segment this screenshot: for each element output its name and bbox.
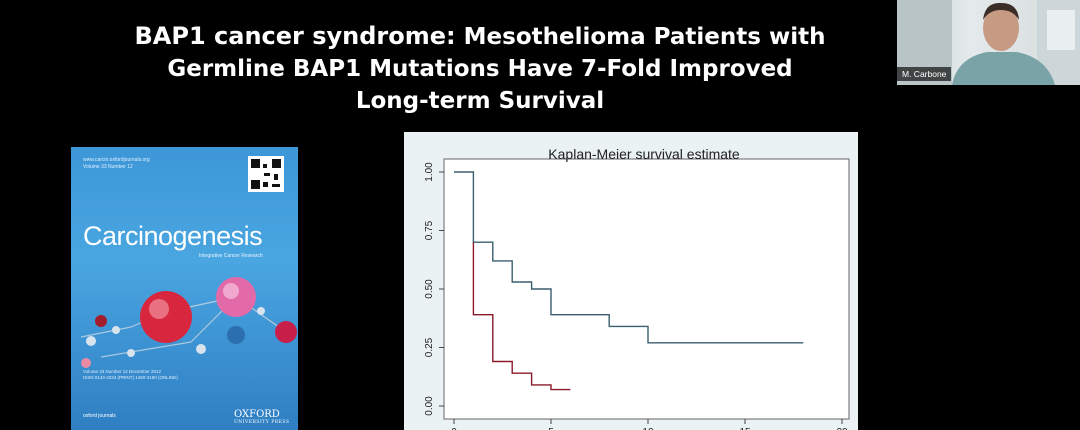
- title-line-3: Long-term Survival: [355, 88, 605, 114]
- km-chart: Kaplan-Meier survival estimate 0.00 0.25 0…: [424, 146, 850, 430]
- webcam-tile[interactable]: M. Carbone: [897, 0, 1080, 85]
- publisher-name: OXFORD: [234, 409, 280, 420]
- x-tick-label: 0: [451, 427, 457, 430]
- plot-area: [443, 158, 850, 420]
- qr-code-icon: [248, 156, 284, 192]
- journal-cover: www.carcin.oxfordjournals.org Volume 33 …: [71, 147, 298, 430]
- cover-issue-2: ISSN 0143-3334 (PRINT) 1460-2180 (ONLINE…: [83, 375, 178, 380]
- publisher-sub: UNIVERSITY PRESS: [234, 420, 290, 425]
- cover-header-text: www.carcin.oxfordjournals.org Volume 33 …: [83, 157, 150, 171]
- km-chart-panel: Kaplan-Meier survival estimate 0.00 0.25 0…: [404, 132, 858, 430]
- cover-issue-1: Volume 33 Number 12 December 2012: [83, 369, 162, 374]
- chart-title: Kaplan-Meier survival estimate: [548, 146, 740, 162]
- molecule-illustration: [80, 277, 297, 368]
- y-tick-label: 0.75: [424, 220, 435, 240]
- y-tick-label: 1.00: [424, 162, 435, 182]
- y-tick-label: 0.25: [424, 337, 435, 357]
- title-line-2: Germline BAP1 Mutations Have 7-Fold Impr…: [167, 56, 793, 82]
- cover-small-1: www.carcin.oxfordjournals.org: [83, 157, 150, 163]
- y-tick-label: 0.00: [424, 396, 435, 416]
- participant-name: M. Carbone: [897, 67, 952, 81]
- x-tick-label: 15: [739, 427, 751, 430]
- journal-name: Carcinogenesis: [83, 221, 263, 251]
- title-rest: Mesothelioma Patients with: [455, 24, 826, 50]
- x-tick-label: 10: [642, 427, 654, 430]
- survival-curve-1: [454, 171, 804, 344]
- journal-subtitle: Integrative Cancer Research: [199, 253, 263, 259]
- cover-small-2: Volume 33 Number 12: [83, 164, 133, 170]
- title-line-1: BAP1 cancer syndrome: Mesothelioma Patie…: [40, 20, 920, 53]
- x-tick-label: 20: [836, 427, 848, 430]
- cover-issue-text: Volume 33 Number 12 December 2012 ISSN 0…: [83, 369, 178, 381]
- y-tick-label: 0.50: [424, 279, 435, 299]
- slide-title: BAP1 cancer syndrome: Mesothelioma Patie…: [40, 20, 920, 117]
- survival-curve-2: [472, 242, 571, 391]
- cover-publisher-logo: OXFORD UNIVERSITY PRESS: [234, 409, 289, 425]
- cover-publisher-small: oxford journals: [83, 413, 116, 419]
- x-tick-label: 5: [548, 427, 554, 430]
- title-strong: BAP1 cancer syndrome:: [134, 22, 456, 50]
